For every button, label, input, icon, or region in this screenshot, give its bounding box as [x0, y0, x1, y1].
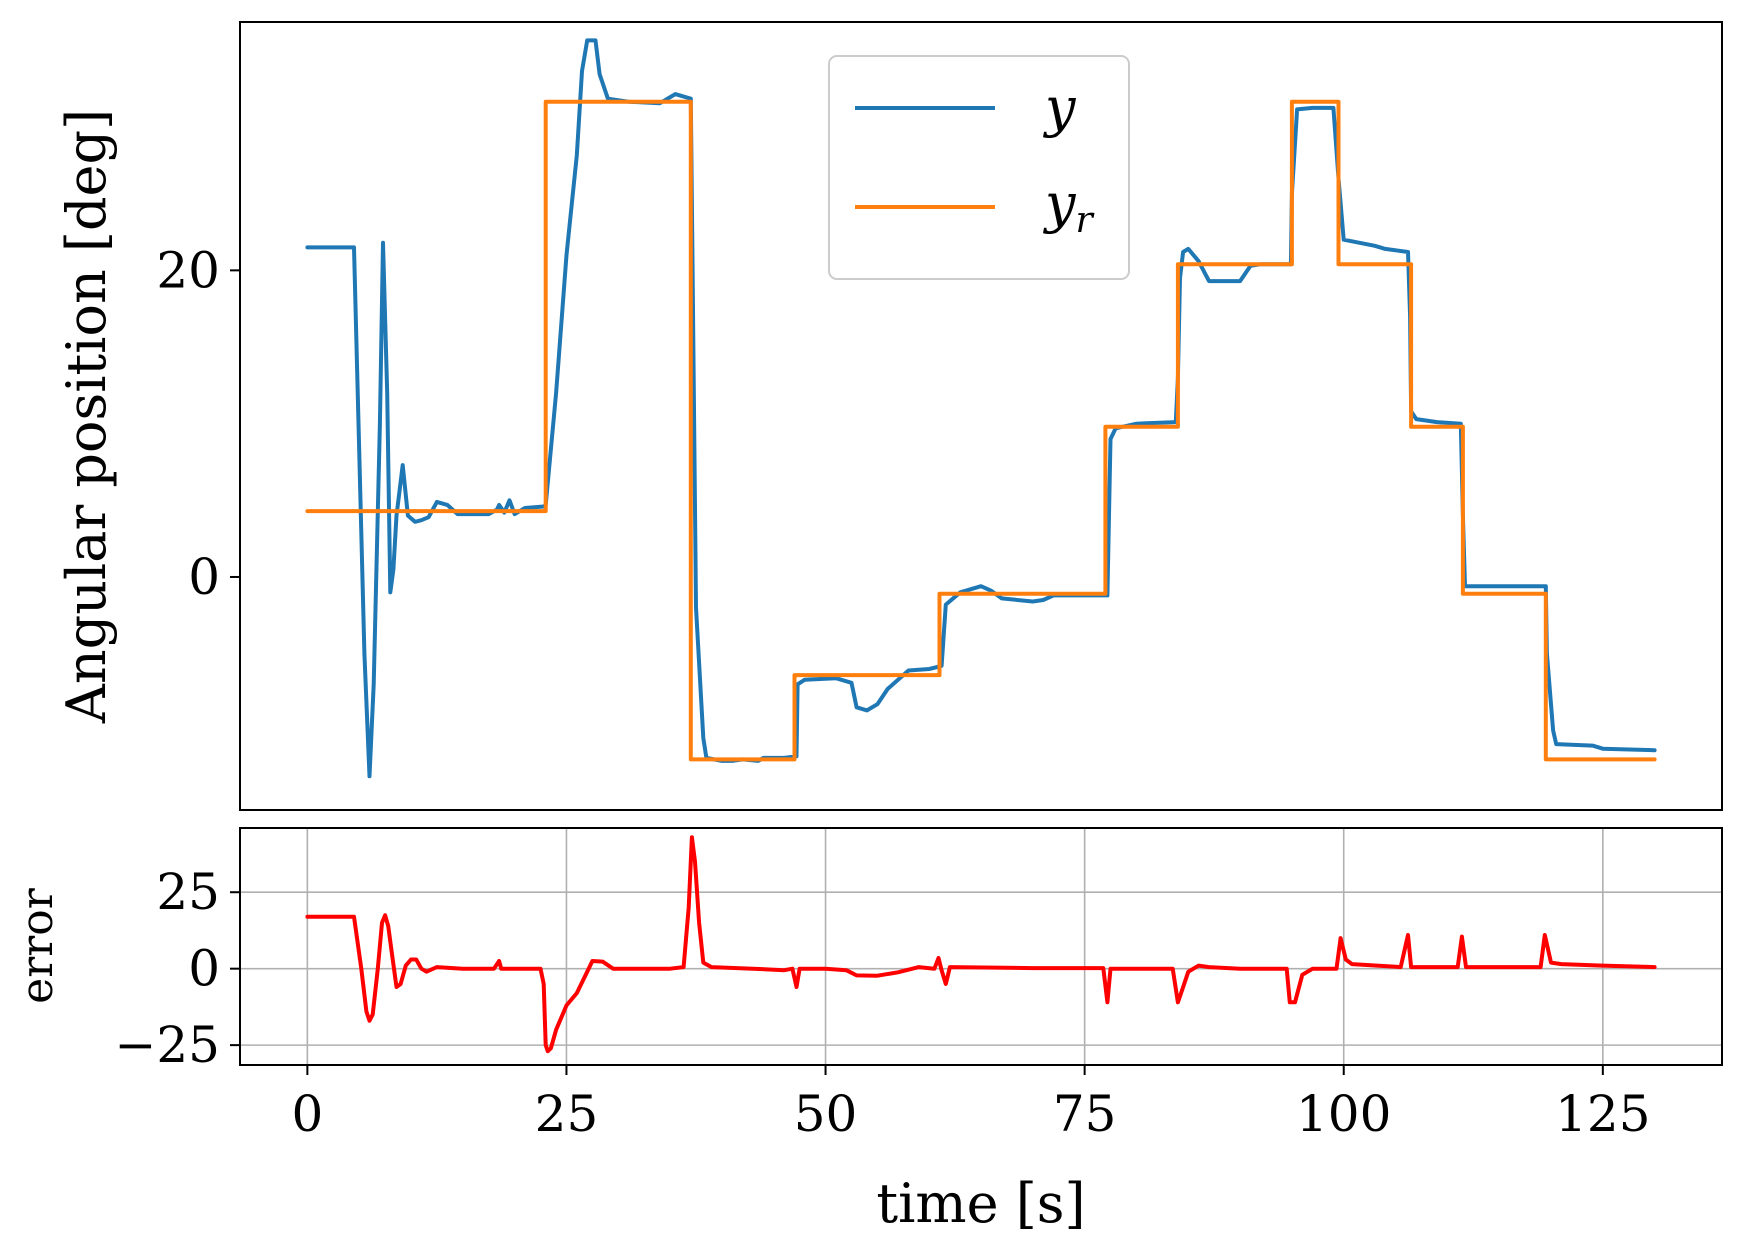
- error-y-axis-label: error: [12, 887, 63, 1004]
- error-y-tick-label: 25: [156, 863, 220, 921]
- x-tick-label: 0: [291, 1085, 323, 1143]
- x-tick-label: 100: [1296, 1085, 1391, 1143]
- position-y-tick-label: 0: [188, 548, 220, 606]
- x-tick-label: 25: [535, 1085, 599, 1143]
- error-y-tick-label: −25: [114, 1016, 220, 1074]
- x-axis-label: time [s]: [876, 1172, 1085, 1235]
- error-axes-frame: [239, 827, 1723, 1066]
- legend-label-y: y: [1043, 76, 1077, 139]
- position-y-axis-label: Angular position [deg]: [55, 109, 118, 724]
- error-axes: 25 0 −25 0 25 50 75 100 125 error time [s]: [12, 827, 1723, 1235]
- position-series-group: [305, 38, 1657, 779]
- series-line-error: [305, 835, 1657, 1054]
- position-axes-frame: [239, 21, 1723, 811]
- x-ticks: 0 25 50 75 100 125: [291, 1065, 1651, 1143]
- position-y-ticks: 0 20: [156, 241, 240, 606]
- x-tick-label: 75: [1053, 1085, 1117, 1143]
- position-axes: 0 20 Angular position [deg] y yr: [55, 21, 1723, 811]
- legend: y yr: [828, 55, 1130, 280]
- legend-frame: [828, 55, 1130, 280]
- error-series-group: [305, 835, 1657, 1054]
- legend-label-yr: yr: [1043, 172, 1095, 241]
- x-tick-label: 50: [794, 1085, 858, 1143]
- series-line-yr: [305, 99, 1657, 762]
- series-line-y: [305, 38, 1657, 779]
- error-y-tick-label: 0: [188, 940, 220, 998]
- position-y-tick-label: 20: [156, 241, 220, 299]
- error-y-ticks: 25 0 −25: [114, 863, 240, 1074]
- x-tick-label: 125: [1555, 1085, 1650, 1143]
